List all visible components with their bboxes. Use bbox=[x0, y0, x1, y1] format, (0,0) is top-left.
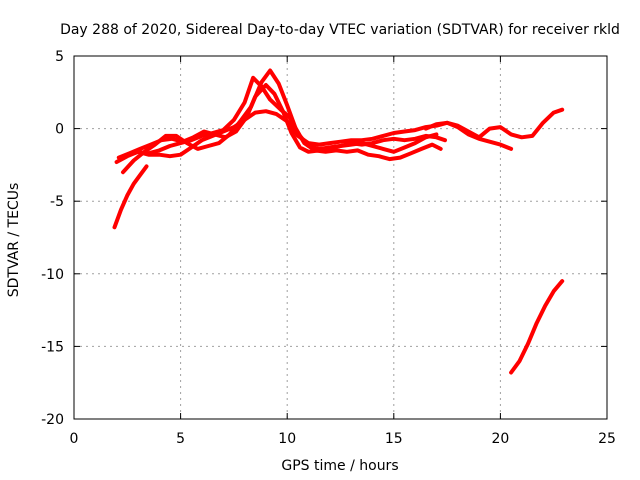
series-track-e bbox=[127, 75, 439, 157]
series-track-d bbox=[121, 68, 443, 175]
x-tick-label: 25 bbox=[598, 431, 616, 447]
series-track-g bbox=[509, 279, 565, 375]
series-track-f bbox=[423, 107, 565, 140]
y-axis-label: SDTVAR / TECUs bbox=[6, 183, 22, 298]
y-tick-label: -20 bbox=[41, 412, 64, 428]
x-tick-label: 10 bbox=[278, 431, 296, 447]
x-tick-label: 20 bbox=[491, 431, 509, 447]
x-axis-label: GPS time / hours bbox=[281, 458, 398, 474]
series-track-a bbox=[112, 164, 149, 230]
x-tick-label: 5 bbox=[176, 431, 185, 447]
x-tick-label: 15 bbox=[385, 431, 403, 447]
plot-frame bbox=[73, 55, 608, 420]
y-tick-label: -15 bbox=[41, 339, 64, 355]
y-tick-label: -5 bbox=[50, 194, 64, 210]
y-tick-label: 0 bbox=[55, 122, 64, 138]
x-tick-label: 0 bbox=[70, 431, 79, 447]
y-tick-label: -10 bbox=[41, 267, 64, 283]
axis-ticks: 0 5 10 15 20 25 -20 -15 -10 -5 0 5 bbox=[41, 49, 616, 447]
series-group bbox=[112, 68, 565, 375]
y-tick-label: 5 bbox=[55, 49, 64, 65]
chart-title: Day 288 of 2020, Sidereal Day-to-day VTE… bbox=[60, 22, 620, 38]
